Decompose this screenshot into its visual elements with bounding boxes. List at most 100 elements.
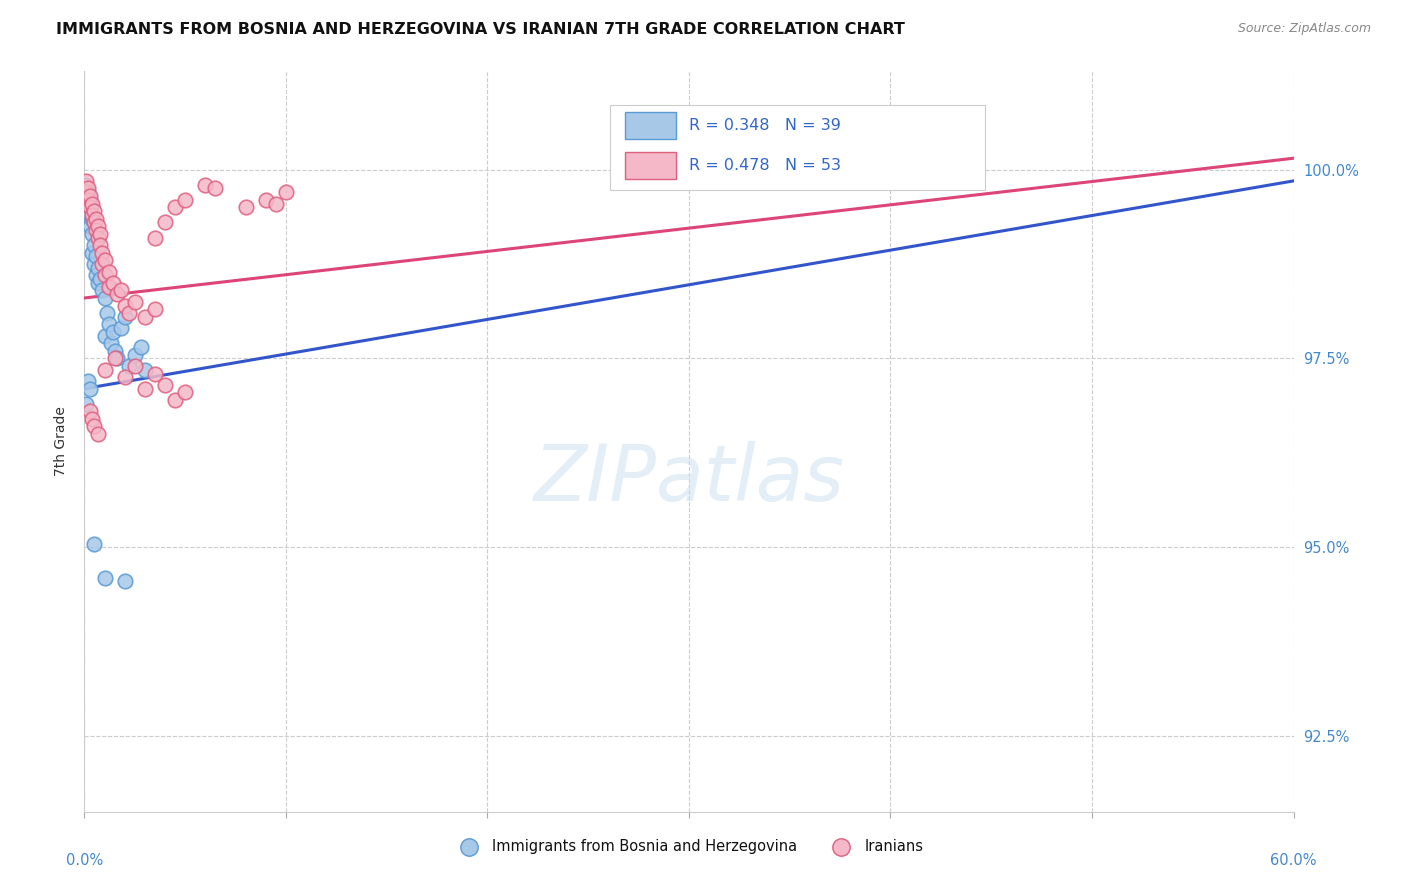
Text: Source: ZipAtlas.com: Source: ZipAtlas.com xyxy=(1237,22,1371,36)
Point xyxy=(204,181,226,195)
Point xyxy=(134,310,156,324)
Point xyxy=(114,310,136,324)
Point xyxy=(77,193,100,207)
Point xyxy=(174,193,197,207)
Point xyxy=(75,186,97,200)
Point xyxy=(114,370,136,384)
Point xyxy=(82,412,104,426)
Point xyxy=(87,260,110,275)
Point xyxy=(114,574,136,589)
Point xyxy=(134,382,156,396)
Point xyxy=(235,200,257,214)
Point xyxy=(82,208,104,222)
Point xyxy=(77,204,100,219)
Point xyxy=(114,299,136,313)
Point xyxy=(93,363,115,377)
Text: R = 0.478   N = 53: R = 0.478 N = 53 xyxy=(689,158,841,173)
Point xyxy=(75,397,97,411)
Point xyxy=(143,367,166,381)
Point xyxy=(87,276,110,290)
Point xyxy=(124,294,146,309)
Point xyxy=(79,200,101,214)
Point xyxy=(274,186,297,200)
Point xyxy=(83,536,105,550)
Point xyxy=(79,193,101,207)
Point xyxy=(82,196,104,211)
Point xyxy=(87,427,110,442)
Point xyxy=(124,348,146,362)
Point xyxy=(87,219,110,234)
Point xyxy=(82,211,104,226)
Point xyxy=(254,193,277,207)
Point xyxy=(79,404,101,418)
Point xyxy=(174,385,197,400)
Point xyxy=(82,227,104,241)
Point xyxy=(79,382,101,396)
FancyBboxPatch shape xyxy=(624,112,676,139)
Point xyxy=(134,363,156,377)
Point xyxy=(118,306,141,320)
Point xyxy=(96,306,118,320)
Point xyxy=(165,200,187,214)
Point xyxy=(194,178,217,192)
Point xyxy=(87,230,110,244)
Point xyxy=(77,374,100,388)
Point xyxy=(86,268,108,283)
Point xyxy=(83,238,105,252)
Point xyxy=(153,215,176,229)
Point xyxy=(153,377,176,392)
Point xyxy=(93,291,115,305)
Point xyxy=(82,245,104,260)
Point xyxy=(97,279,120,293)
Text: 60.0%: 60.0% xyxy=(1270,854,1317,868)
Point xyxy=(105,287,128,301)
Point xyxy=(77,186,100,200)
FancyBboxPatch shape xyxy=(624,152,676,178)
Point xyxy=(89,227,111,241)
Point xyxy=(105,351,128,366)
Point xyxy=(89,272,111,286)
Point xyxy=(93,253,115,268)
Point xyxy=(97,318,120,332)
Point xyxy=(101,276,124,290)
Point xyxy=(86,223,108,237)
Legend: Immigrants from Bosnia and Herzegovina, Iranians: Immigrants from Bosnia and Herzegovina, … xyxy=(449,833,929,860)
Point xyxy=(83,204,105,219)
Point xyxy=(118,359,141,373)
Text: ZIPatlas: ZIPatlas xyxy=(533,441,845,516)
Point xyxy=(83,419,105,434)
Text: IMMIGRANTS FROM BOSNIA AND HERZEGOVINA VS IRANIAN 7TH GRADE CORRELATION CHART: IMMIGRANTS FROM BOSNIA AND HERZEGOVINA V… xyxy=(56,22,905,37)
Point xyxy=(91,257,114,271)
Point xyxy=(75,196,97,211)
Point xyxy=(86,211,108,226)
Point xyxy=(104,351,127,366)
Point xyxy=(86,250,108,264)
Point xyxy=(93,328,115,343)
Point xyxy=(79,208,101,222)
Point xyxy=(104,343,127,358)
Point xyxy=(93,268,115,283)
Text: 0.0%: 0.0% xyxy=(66,854,103,868)
Point xyxy=(89,238,111,252)
Point xyxy=(79,219,101,234)
Point xyxy=(83,257,105,271)
Text: R = 0.348   N = 39: R = 0.348 N = 39 xyxy=(689,118,841,133)
Point xyxy=(129,340,152,354)
Point xyxy=(101,325,124,339)
Point xyxy=(75,189,97,203)
Y-axis label: 7th Grade: 7th Grade xyxy=(55,407,69,476)
Point xyxy=(83,215,105,229)
Point xyxy=(143,230,166,244)
Point xyxy=(143,302,166,317)
Point xyxy=(100,336,122,351)
Point xyxy=(97,264,120,278)
Point xyxy=(77,181,100,195)
Point xyxy=(79,189,101,203)
Point xyxy=(75,178,97,192)
Point xyxy=(75,174,97,188)
Point xyxy=(264,196,287,211)
Point xyxy=(93,570,115,584)
Point xyxy=(165,392,187,407)
Point xyxy=(91,284,114,298)
FancyBboxPatch shape xyxy=(610,104,986,190)
